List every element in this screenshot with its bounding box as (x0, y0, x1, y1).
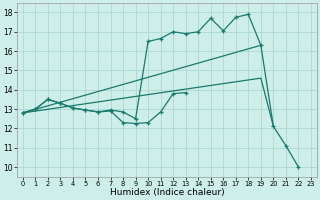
X-axis label: Humidex (Indice chaleur): Humidex (Indice chaleur) (109, 188, 224, 197)
